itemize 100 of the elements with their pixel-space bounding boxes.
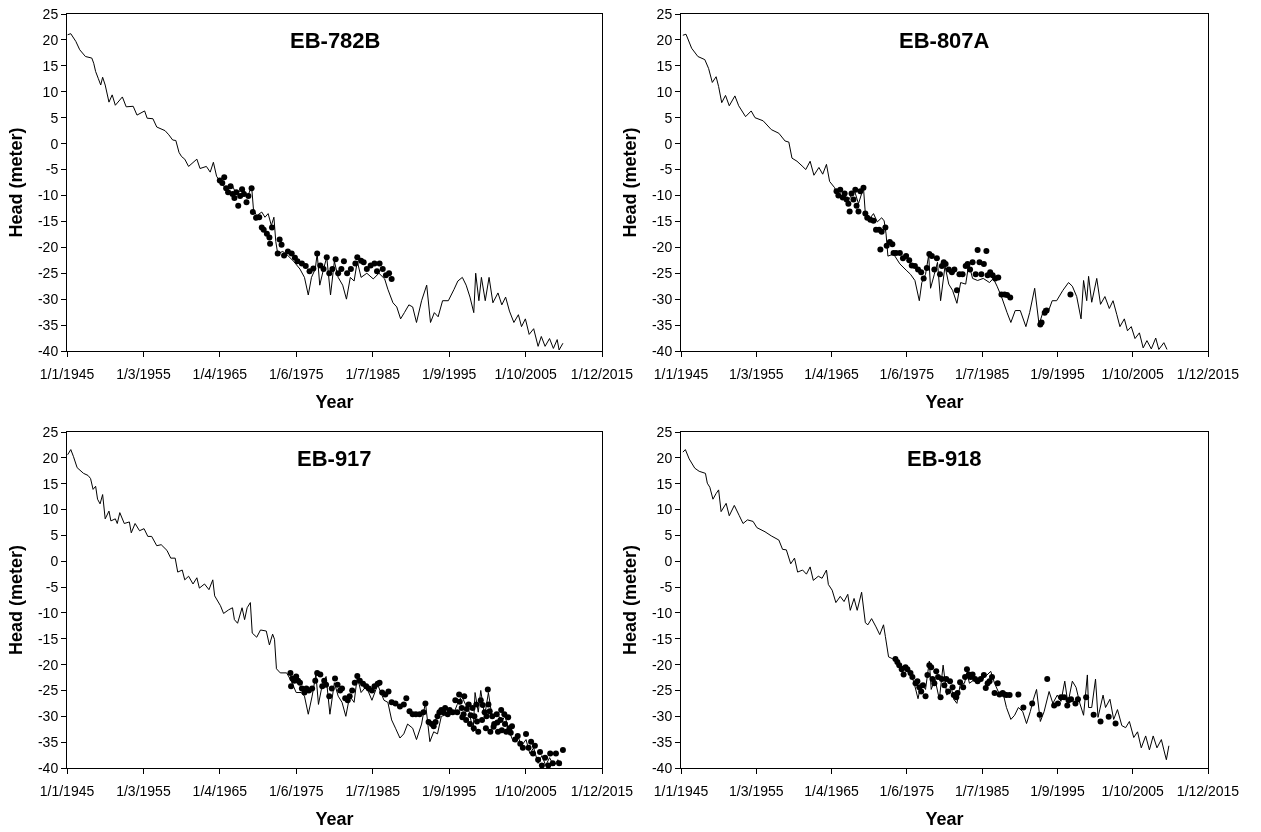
y-tick-label: 15 xyxy=(656,475,673,492)
x-tick-label: 1/10/2005 xyxy=(1101,782,1165,799)
y-tick-label: 20 xyxy=(656,31,673,48)
y-tick-label: -10 xyxy=(651,187,673,204)
x-tick-label: 1/9/1995 xyxy=(421,782,477,799)
x-tick-label: 1/12/2015 xyxy=(1176,365,1240,382)
x-tick-label: 1/4/1965 xyxy=(192,365,248,382)
x-tick-label: 1/4/1965 xyxy=(192,782,248,799)
x-tick-label: 1/10/2005 xyxy=(1101,365,1165,382)
x-tick-label: 1/1/1945 xyxy=(653,782,709,799)
y-tick-label: -30 xyxy=(37,291,59,308)
x-tick-label: 1/7/1985 xyxy=(954,365,1010,382)
y-tick-label: 10 xyxy=(42,83,59,100)
x-tick-label: 1/3/1955 xyxy=(116,365,171,382)
x-tick-label: 1/9/1995 xyxy=(1030,365,1085,382)
y-tick-label: 5 xyxy=(664,527,673,544)
y-tick-label: -20 xyxy=(37,239,59,256)
y-tick-label: -25 xyxy=(651,265,673,282)
y-tick-label: 20 xyxy=(42,449,59,466)
x-axis-title: Year xyxy=(315,808,354,829)
text: EB-918 xyxy=(907,446,982,471)
x-tick-label: 1/6/1975 xyxy=(269,782,324,799)
y-tick-label: -30 xyxy=(651,291,673,308)
x-tick-label: 1/1/1945 xyxy=(39,782,95,799)
x-tick-label: 1/12/2015 xyxy=(570,782,634,799)
x-axis-title: Year xyxy=(315,391,354,412)
y-axis-title: Head (meter) xyxy=(6,544,27,656)
y-tick-label: -15 xyxy=(37,630,59,647)
y-tick-label: -40 xyxy=(37,342,59,359)
y-tick-label: 15 xyxy=(42,57,59,74)
y-tick-label: -35 xyxy=(651,316,673,333)
y-tick-label: -25 xyxy=(37,682,59,699)
x-tick-label: 1/6/1975 xyxy=(269,365,324,382)
y-tick-label: 25 xyxy=(656,423,673,440)
y-tick-label: 5 xyxy=(50,109,59,126)
y-tick-label: -10 xyxy=(37,187,59,204)
y-tick-label: 20 xyxy=(42,31,59,48)
y-tick-label: 25 xyxy=(656,5,673,22)
y-tick-label: 5 xyxy=(664,109,673,126)
x-tick-label: 1/3/1955 xyxy=(729,365,784,382)
x-tick-label: 1/6/1975 xyxy=(879,365,935,382)
text: EB-782B xyxy=(290,28,381,53)
y-tick-label: 15 xyxy=(42,475,59,492)
text: EB-807A xyxy=(899,28,990,53)
y-tick-label: -20 xyxy=(37,656,59,673)
y-tick-label: -40 xyxy=(37,759,59,776)
y-tick-label: -10 xyxy=(651,604,673,621)
x-tick-label: 1/10/2005 xyxy=(494,782,557,799)
y-tick-label: 10 xyxy=(656,83,673,100)
x-tick-label: 1/10/2005 xyxy=(494,365,557,382)
y-tick-label: -20 xyxy=(651,656,673,673)
x-tick-label: 1/3/1955 xyxy=(729,782,784,799)
y-tick-label: -5 xyxy=(659,161,673,178)
y-tick-label: 0 xyxy=(664,135,673,152)
y-tick-label: -40 xyxy=(651,342,673,359)
x-tick-label: 1/3/1955 xyxy=(116,782,171,799)
y-tick-label: -15 xyxy=(651,213,673,230)
y-tick-label: -35 xyxy=(37,316,59,333)
x-tick-label: 1/12/2015 xyxy=(1176,782,1240,799)
y-axis-title: Head (meter) xyxy=(6,127,27,238)
x-tick-label: 1/12/2015 xyxy=(570,365,634,382)
y-tick-label: -5 xyxy=(659,578,673,595)
x-tick-label: 1/6/1975 xyxy=(879,782,935,799)
y-tick-label: 5 xyxy=(50,527,59,544)
y-tick-label: -15 xyxy=(37,213,59,230)
y-tick-label: -10 xyxy=(37,604,59,621)
y-tick-label: 25 xyxy=(42,423,59,440)
text: EB-917 xyxy=(297,446,372,471)
x-tick-label: 1/7/1985 xyxy=(345,365,401,382)
x-axis-title: Year xyxy=(925,808,964,829)
y-tick-label: 0 xyxy=(50,135,59,152)
x-tick-label: 1/7/1985 xyxy=(345,782,401,799)
y-tick-label: 25 xyxy=(42,5,59,22)
y-axis-title: Head (meter) xyxy=(620,127,641,238)
y-tick-label: 20 xyxy=(656,449,673,466)
x-tick-label: 1/1/1945 xyxy=(39,365,95,382)
y-tick-label: 10 xyxy=(656,501,673,518)
x-tick-label: 1/4/1965 xyxy=(804,782,860,799)
y-tick-label: -35 xyxy=(651,734,673,751)
y-tick-label: 0 xyxy=(50,553,59,570)
y-tick-label: -25 xyxy=(651,682,673,699)
y-tick-label: -30 xyxy=(37,708,59,725)
y-tick-label: -5 xyxy=(45,578,59,595)
y-tick-label: -20 xyxy=(651,239,673,256)
y-tick-label: -40 xyxy=(651,759,673,776)
y-tick-label: -35 xyxy=(37,734,59,751)
y-axis-title: Head (meter) xyxy=(620,544,641,656)
x-tick-label: 1/4/1965 xyxy=(804,365,860,382)
x-tick-label: 1/9/1995 xyxy=(1030,782,1085,799)
y-tick-label: 15 xyxy=(656,57,673,74)
y-tick-label: -25 xyxy=(37,265,59,282)
y-tick-label: -30 xyxy=(651,708,673,725)
x-axis-title: Year xyxy=(925,391,964,412)
x-tick-label: 1/7/1985 xyxy=(954,782,1010,799)
y-tick-label: -5 xyxy=(45,161,59,178)
y-tick-label: -15 xyxy=(651,630,673,647)
x-tick-label: 1/9/1995 xyxy=(421,365,477,382)
y-tick-label: 10 xyxy=(42,501,59,518)
y-tick-label: 0 xyxy=(664,553,673,570)
line-series xyxy=(682,449,1170,761)
